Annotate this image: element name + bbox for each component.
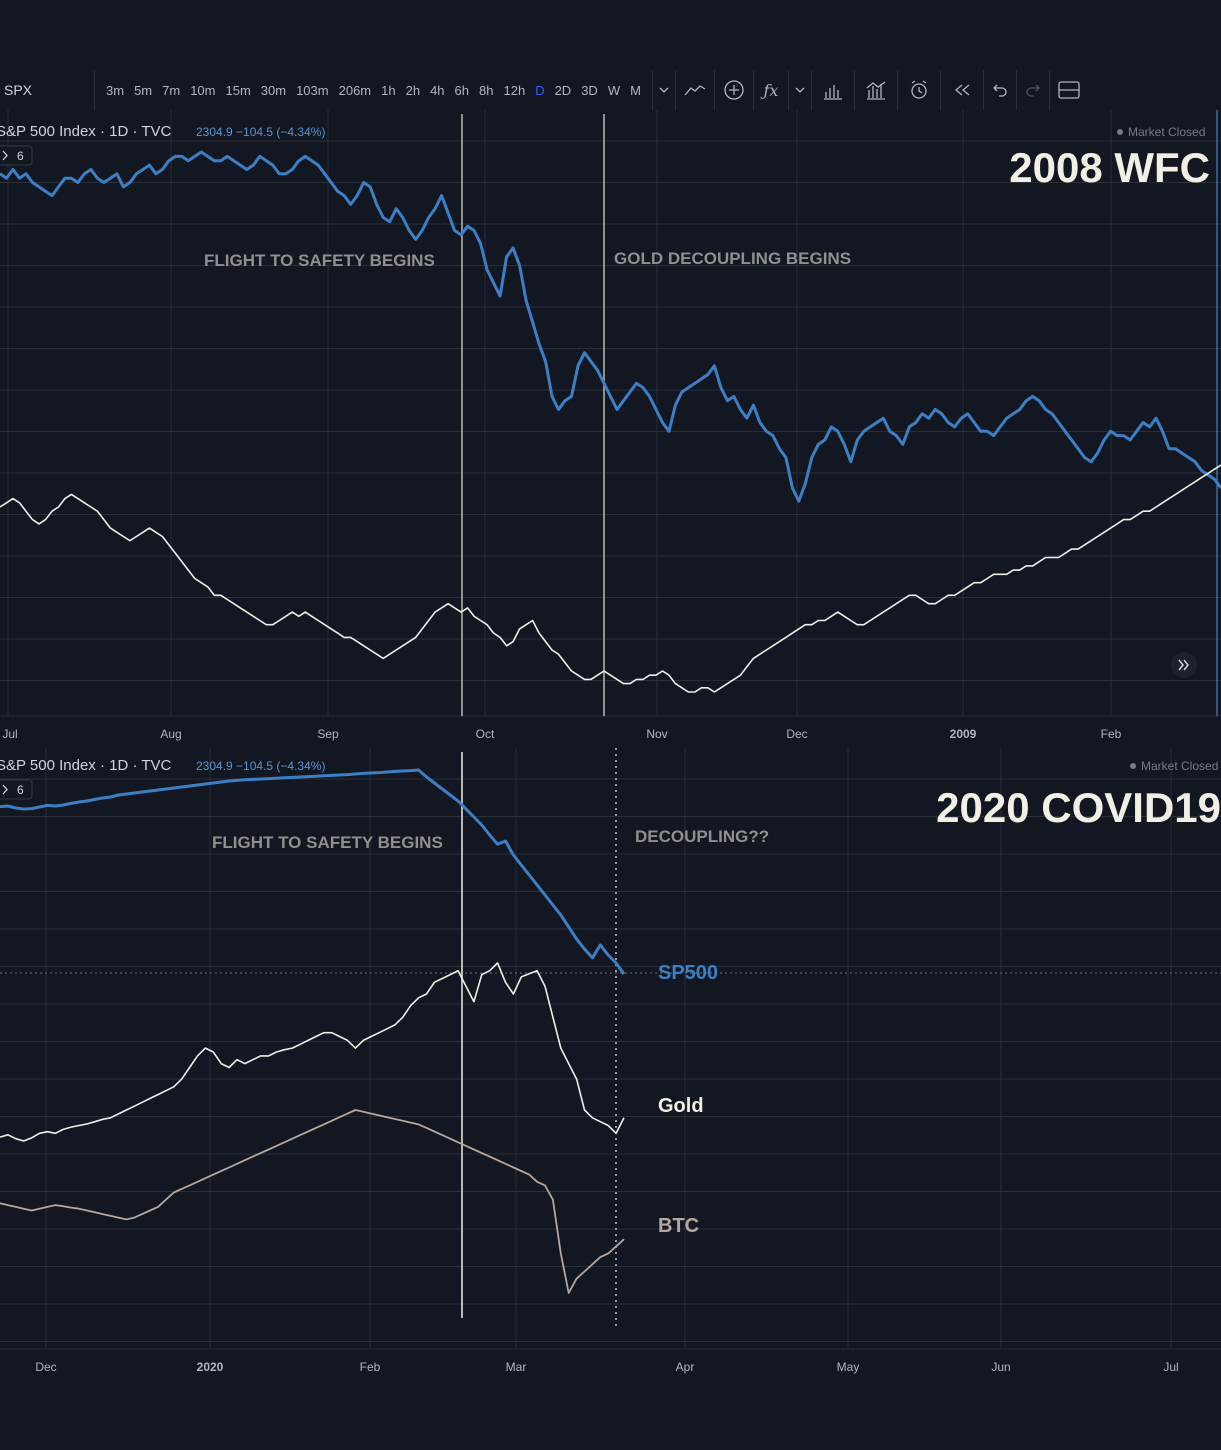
market-status-text: Market Closed	[1128, 125, 1205, 139]
timeframe-2d[interactable]: 2D	[554, 82, 572, 98]
timeframe-3d[interactable]: 3D	[581, 82, 598, 98]
scroll-to-realtime-button[interactable]	[1171, 652, 1197, 678]
timeframe-selector: 3m 5m 7m 10m 15m 30m 103m 206m 1h 2h 4h 6h 8h 12h D 2D 3…	[95, 70, 653, 110]
series-line-sp500-2020	[0, 768, 626, 975]
annotation-label: GOLD DECOUPLING BEGINS	[614, 249, 851, 268]
timeframe-d[interactable]: D	[535, 82, 545, 98]
chart-title: 2008 WFC	[1009, 144, 1210, 191]
timeframe-12h[interactable]: 12h	[503, 82, 526, 98]
line-style-icon[interactable]	[676, 70, 715, 110]
x-tick-label: 2009	[950, 727, 977, 741]
market-status-dot	[1130, 763, 1136, 769]
chart-panel-2008: Jul Aug Sep Oct Nov Dec 2009 Feb FLIGHT TO SAFET…	[0, 110, 1221, 748]
x-tick-label: Oct	[476, 727, 495, 741]
bar-chart-icon[interactable]	[812, 70, 855, 110]
x-tick-label: Dec	[786, 727, 807, 741]
timeframe-206m[interactable]: 206m	[338, 82, 372, 98]
timeframe-8h[interactable]: 8h	[479, 82, 494, 98]
x-tick-label: Feb	[1101, 727, 1122, 741]
chevron-right-icon	[2, 784, 8, 795]
timeframe-10m[interactable]: 10m	[190, 82, 216, 98]
chevron-down-icon[interactable]	[653, 70, 676, 110]
timeframe-4h[interactable]: 4h	[430, 82, 445, 98]
timeframe-30m[interactable]: 30m	[260, 82, 287, 98]
timeframe-3m[interactable]: 3m	[106, 82, 125, 98]
replay-icon[interactable]	[941, 70, 984, 110]
indicator-count: 6	[17, 783, 24, 797]
x-tick-label: May	[837, 1360, 860, 1374]
series-line-gold-2008	[0, 464, 1221, 693]
timeframe-5m[interactable]: 5m	[134, 82, 153, 98]
series-label: Gold	[658, 1095, 704, 1117]
market-status-text: Market Closed	[1141, 759, 1218, 773]
x-tick-label: Dec	[35, 1360, 56, 1374]
x-tick-label: Mar	[506, 1360, 527, 1374]
indicator-count: 6	[17, 149, 24, 163]
compare-icon[interactable]	[855, 70, 898, 110]
series-line-btc-2020	[0, 1109, 625, 1294]
timeframe-6h[interactable]: 6h	[454, 82, 470, 98]
annotation-label: FLIGHT TO SAFETY BEGINS	[212, 833, 443, 852]
layout-icon[interactable]	[1050, 70, 1088, 110]
timeframe-1h[interactable]: 1h	[381, 82, 396, 98]
x-tick-label: Nov	[646, 727, 667, 741]
series-line-spx-2008	[0, 150, 1221, 503]
plot-background	[0, 110, 1221, 748]
undo-icon[interactable]	[984, 70, 1017, 110]
chart-toolbar: SPX 3m 5m 7m 10m 15m 30m 103m 206m 1h 2h 4h 6h 8h 12h…	[0, 70, 1221, 111]
grid	[0, 110, 1221, 716]
x-tick-label: Feb	[360, 1360, 381, 1374]
x-tick-label: 2020	[197, 1360, 224, 1374]
timeframe-103m[interactable]: 103m	[296, 82, 329, 98]
timeframe-7m[interactable]: 7m	[162, 82, 181, 98]
market-status-dot	[1117, 129, 1123, 135]
x-tick-label: Jul	[1163, 1360, 1178, 1374]
double-chevron-right-icon	[1178, 659, 1189, 671]
symbol-search[interactable]: SPX	[0, 70, 95, 110]
legend-symbol-name: S&P 500 Index · 1D · TVC	[0, 123, 172, 140]
timeframe-m[interactable]: M	[630, 82, 641, 98]
function-icon[interactable]: ƒx	[754, 70, 789, 110]
series-line-gold-2020	[0, 962, 625, 1142]
chevron-right-icon	[2, 150, 8, 161]
x-tick-label: Sep	[317, 727, 339, 741]
legend-price-change: 2304.9 −104.5 (−4.34%)	[196, 759, 325, 773]
timeframe-w[interactable]: W	[607, 82, 621, 98]
x-tick-label: Jun	[991, 1360, 1010, 1374]
add-indicator-icon[interactable]	[715, 70, 754, 110]
annotation-label: FLIGHT TO SAFETY BEGINS	[204, 251, 435, 270]
series-label: SP500	[658, 962, 718, 984]
annotation-label: DECOUPLING??	[635, 827, 769, 846]
legend-symbol-name: S&P 500 Index · 1D · TVC	[0, 757, 172, 774]
x-tick-label: Jul	[2, 727, 17, 741]
chart-panel-2020: Dec 2020 Feb Mar Apr May Jun Jul SP500 Gold BTC FLI…	[0, 748, 1221, 1388]
indicators-toggle[interactable]: 6	[0, 145, 33, 166]
chevron-down-icon[interactable]	[789, 70, 812, 110]
timeframe-2h[interactable]: 2h	[405, 82, 421, 98]
series-label: BTC	[658, 1215, 699, 1237]
timeframe-15m[interactable]: 15m	[225, 82, 251, 98]
plot-background	[0, 748, 1221, 1388]
x-tick-label: Aug	[160, 727, 181, 741]
indicators-toggle[interactable]: 6	[0, 779, 33, 800]
redo-icon[interactable]	[1017, 70, 1050, 110]
x-tick-label: Apr	[676, 1360, 695, 1374]
grid	[0, 748, 1221, 1349]
legend-price-change: 2304.9 −104.5 (−4.34%)	[196, 125, 325, 139]
alert-icon[interactable]	[898, 70, 941, 110]
chart-title: 2020 COVID19	[936, 784, 1221, 831]
